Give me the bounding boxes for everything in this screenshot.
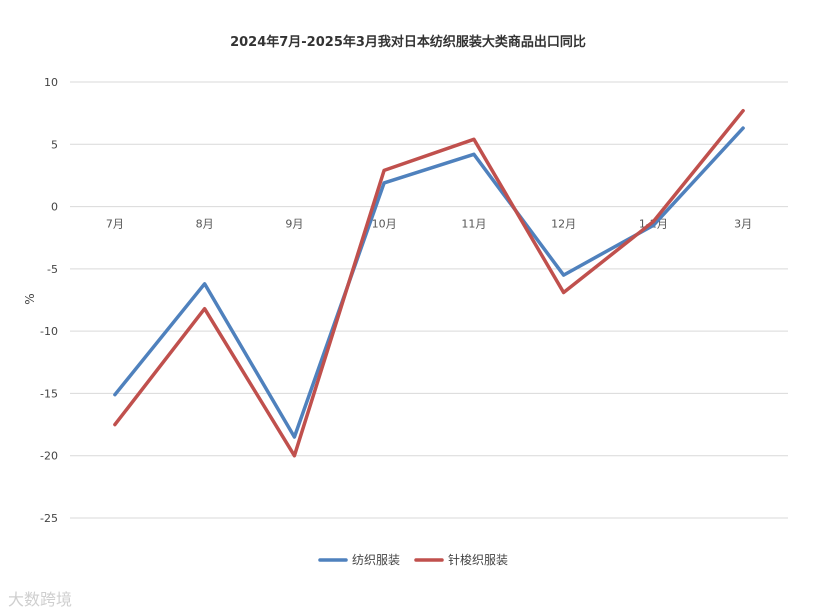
y-tick-label: 10: [44, 76, 58, 89]
x-tick-label: 10月: [372, 218, 397, 231]
chart-title: 2024年7月-2025年3月我对日本纺织服装大类商品出口同比: [230, 34, 586, 50]
y-tick-label: 5: [51, 138, 58, 151]
x-tick-label: 9月: [285, 218, 303, 231]
gridlines: [70, 81, 788, 519]
y-tick-label: -5: [47, 263, 58, 276]
x-tick-label: 12月: [551, 218, 576, 231]
x-tick-label: 11月: [461, 218, 486, 231]
legend-label: 纺织服装: [352, 553, 400, 567]
y-axis-ticks: 10 5 0 -5 -10 -15 -20 -25: [40, 76, 58, 525]
series-line-1: [113, 126, 745, 439]
y-tick-label: 0: [51, 201, 58, 214]
x-tick-label: 7月: [106, 218, 124, 231]
watermark-logo: 大数跨境: [8, 590, 73, 609]
y-tick-label: -10: [40, 325, 58, 338]
series-lines: [113, 108, 745, 458]
legend: 纺织服装 针梭织服装: [318, 552, 508, 567]
y-tick-label: -15: [40, 387, 58, 400]
y-tick-label: -20: [40, 450, 58, 463]
x-tick-label: 8月: [196, 218, 214, 231]
y-axis-label: %: [23, 293, 37, 304]
x-tick-label: 3月: [734, 218, 752, 231]
series-line-2: [113, 108, 745, 458]
legend-label: 针梭织服装: [448, 552, 508, 567]
y-tick-label: -25: [40, 512, 58, 525]
